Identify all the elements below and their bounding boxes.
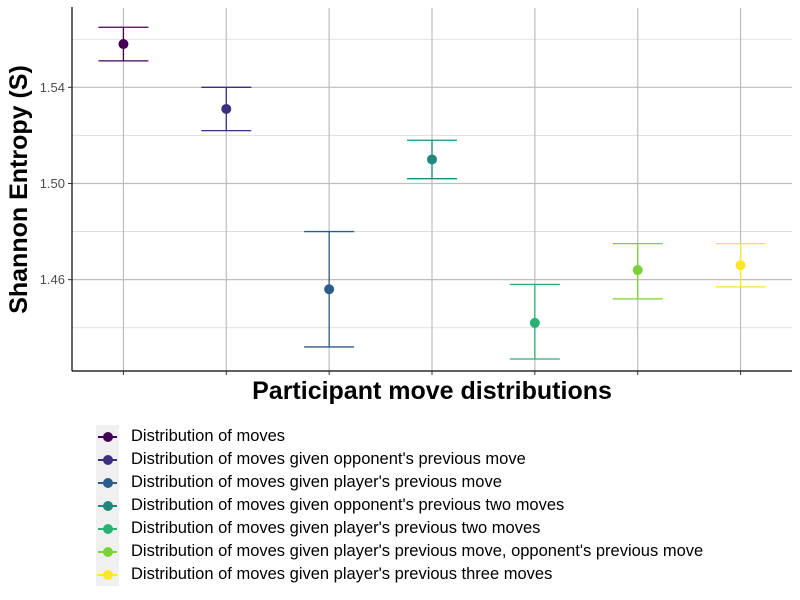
legend-item: Distribution of moves given opponent's p… [96, 448, 703, 471]
data-point [324, 284, 335, 295]
legend-key-dot [103, 432, 113, 442]
y-tick-label: 1.46 [40, 272, 65, 287]
y-tick-label: 1.54 [40, 80, 65, 95]
data-point [118, 39, 129, 50]
legend-key-dot [103, 524, 113, 534]
legend: Distribution of moves Distribution of mov… [96, 425, 703, 586]
legend-key [96, 494, 119, 517]
legend-key-dot [103, 547, 113, 557]
y-axis-title: Shannon Entropy (S) [5, 65, 33, 314]
y-axis-ticks: 1.46 1.50 1.54 [40, 80, 72, 287]
legend-label: Distribution of moves given player's pre… [131, 542, 704, 560]
data-points [118, 39, 746, 328]
legend-item: Distribution of moves given player's pre… [96, 540, 703, 563]
legend-item: Distribution of moves [96, 425, 703, 448]
data-point [632, 265, 643, 276]
legend-label: Distribution of moves [131, 427, 286, 445]
x-axis-ticks [122, 371, 742, 375]
legend-label: Distribution of moves given player's pre… [131, 473, 502, 491]
legend-label: Distribution of moves given player's pre… [131, 519, 541, 537]
data-point [529, 317, 540, 328]
chart-svg: 1.46 1.50 1.54 Participant move distributi… [5, 7, 792, 405]
legend-label: Distribution of moves given player's pre… [131, 565, 553, 583]
legend-key-dot [103, 478, 113, 488]
legend-key [96, 563, 119, 586]
legend-key-dot [103, 501, 113, 511]
x-axis-title: Participant move distributions [252, 377, 612, 405]
legend-label: Distribution of moves given opponent's p… [131, 450, 526, 468]
legend-label: Distribution of moves given opponent's p… [131, 496, 565, 514]
legend-key [96, 425, 119, 448]
data-point [427, 154, 437, 165]
legend-key [96, 517, 119, 540]
legend-item: Distribution of moves given player's pre… [96, 517, 703, 540]
legend-key-dot [103, 455, 113, 465]
major-gridlines [72, 8, 792, 371]
legend-item: Distribution of moves given opponent's p… [96, 494, 703, 517]
legend-key [96, 540, 119, 563]
legend-key-dot [103, 570, 113, 580]
legend-key [96, 448, 119, 471]
legend-item: Distribution of moves given player's pre… [96, 471, 703, 494]
y-tick-label: 1.50 [40, 176, 65, 191]
data-point [221, 103, 232, 114]
data-point [735, 260, 746, 271]
legend-item: Distribution of moves given player's pre… [96, 563, 703, 586]
legend-key [96, 471, 119, 494]
